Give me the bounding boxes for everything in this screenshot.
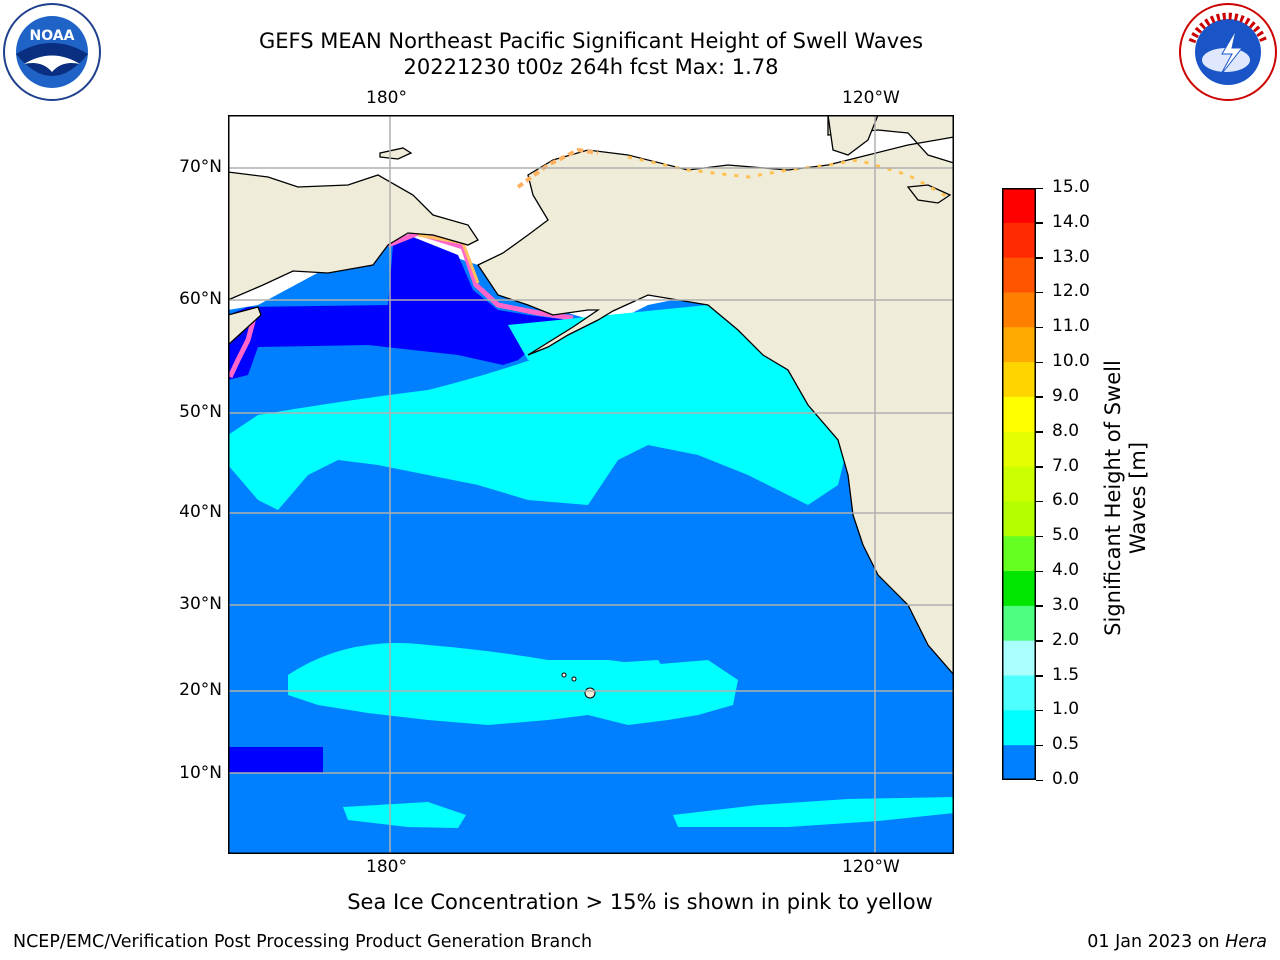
colorbar-tick-mark xyxy=(1036,466,1043,468)
colorbar-segment xyxy=(1002,362,1036,398)
colorbar-tick-label: 11.0 xyxy=(1052,316,1090,337)
colorbar-tick-label: 1.0 xyxy=(1052,699,1080,720)
colorbar-tick-label: 8.0 xyxy=(1052,420,1080,441)
colorbar-frame xyxy=(1002,188,1036,780)
colorbar-tick-label: 5.0 xyxy=(1052,525,1080,546)
colorbar-segment xyxy=(1002,257,1036,293)
colorbar-tick-label: 3.0 xyxy=(1052,594,1080,615)
colorbar-tick-label: 10.0 xyxy=(1052,351,1090,372)
colorbar-tick-label: 1.5 xyxy=(1052,664,1080,685)
colorbar-segment xyxy=(1002,710,1036,746)
hawaii-island xyxy=(584,687,596,699)
colorbar-tick-mark xyxy=(1036,675,1043,677)
colorbar-segment xyxy=(1002,222,1036,259)
colorbar-segment xyxy=(1002,571,1036,607)
lat-label-20n: 20°N xyxy=(179,680,222,700)
land-greenland-top xyxy=(827,115,879,156)
colorbar-tick-label: 9.0 xyxy=(1052,385,1080,406)
colorbar-tick-mark xyxy=(1036,326,1043,329)
colorbar-segment xyxy=(1002,292,1036,328)
colorbar-tick-mark xyxy=(1036,257,1043,259)
swell-patch-north-2 xyxy=(508,305,728,365)
colorbar-segment xyxy=(1002,745,1036,780)
colorbar-tick-label: 6.0 xyxy=(1052,490,1080,511)
swell-patch-hawaii-east xyxy=(608,660,668,690)
colorbar-segment xyxy=(1002,396,1036,433)
swell-patch-south-west xyxy=(343,802,466,828)
lon-label-top-120w: 120°W xyxy=(842,88,900,108)
lat-label-30n: 30°N xyxy=(179,594,222,614)
footer-credit: NCEP/EMC/Verification Post Processing Pr… xyxy=(13,932,593,952)
noaa-logo-text: NOAA xyxy=(30,28,75,44)
colorbar-tick-mark xyxy=(1036,291,1043,294)
low-swell-patch-10n xyxy=(228,747,323,773)
lon-label-top-180: 180° xyxy=(366,88,407,108)
colorbar-tick-label: 14.0 xyxy=(1052,211,1090,232)
colorbar-segment xyxy=(1002,640,1036,677)
colorbar-tick-mark xyxy=(1036,709,1043,712)
map-frame xyxy=(228,115,954,854)
colorbar-segment xyxy=(1002,675,1036,711)
ice-edge-west xyxy=(228,309,259,379)
colorbar-tick-label: 15.0 xyxy=(1052,177,1090,197)
lon-label-bottom-180: 180° xyxy=(366,857,407,877)
lat-label-10n: 10°N xyxy=(179,763,222,783)
colorbar xyxy=(1002,188,1036,780)
colorbar-tick-mark xyxy=(1036,605,1043,607)
colorbar-tick-mark xyxy=(1036,744,1043,747)
colorbar-tick-label: 4.0 xyxy=(1052,560,1080,581)
land-canada-islands xyxy=(906,184,952,204)
footer-date-text: 01 Jan 2023 on xyxy=(1087,932,1226,952)
colorbar-tick-mark xyxy=(1036,779,1043,781)
swell-patch-south-east xyxy=(673,797,954,827)
land-siberia xyxy=(228,171,479,301)
colorbar-tick-label: 7.0 xyxy=(1052,455,1080,476)
lat-label-50n: 50°N xyxy=(179,402,222,422)
footer-date: 01 Jan 2023 on Hera xyxy=(1087,932,1267,952)
colorbar-tick-mark xyxy=(1036,640,1043,642)
lat-label-40n: 40°N xyxy=(179,502,222,522)
colorbar-tick-label: 12.0 xyxy=(1052,281,1090,302)
colorbar-segment xyxy=(1002,327,1036,363)
colorbar-tick-label: 13.0 xyxy=(1052,246,1090,267)
colorbar-tick-mark xyxy=(1036,535,1043,538)
hawaii-island-small xyxy=(561,672,567,678)
wave-height-map xyxy=(228,115,954,854)
colorbar-tick-mark xyxy=(1036,361,1043,364)
nws-logo-icon xyxy=(1179,3,1277,101)
chart-title: GEFS MEAN Northeast Pacific Significant … xyxy=(258,29,924,53)
footer-machine: Hera xyxy=(1225,932,1267,952)
land-kamchatka xyxy=(228,306,262,346)
sea-ice-footnote: Sea Ice Concentration > 15% is shown in … xyxy=(347,890,933,914)
colorbar-tick-mark xyxy=(1036,431,1043,433)
lon-label-bottom-120w: 120°W xyxy=(842,857,900,877)
colorbar-tick-label: 2.0 xyxy=(1052,629,1080,650)
colorbar-segment xyxy=(1002,431,1036,468)
colorbar-tick-mark xyxy=(1036,396,1043,398)
colorbar-tick-label: 0.5 xyxy=(1052,734,1080,755)
colorbar-segment xyxy=(1002,188,1036,224)
colorbar-tick-label: 0.0 xyxy=(1052,769,1080,789)
ice-arctic-coast xyxy=(516,147,599,189)
land-arctic-island xyxy=(379,147,413,160)
colorbar-segment xyxy=(1002,501,1036,537)
lat-label-60n: 60°N xyxy=(179,289,222,309)
swell-patch-north xyxy=(228,305,848,510)
colorbar-tick-mark xyxy=(1036,570,1043,573)
hawaii-island-small xyxy=(571,676,577,682)
colorbar-tick-mark xyxy=(1036,222,1043,224)
colorbar-tick-mark xyxy=(1036,500,1043,503)
lat-label-70n: 70°N xyxy=(179,157,222,177)
colorbar-tick-mark xyxy=(1036,187,1043,189)
noaa-logo-icon: NOAA xyxy=(3,3,101,101)
colorbar-segment xyxy=(1002,536,1036,572)
chart-subtitle: 20221230 t00z 264h fcst Max: 1.78 xyxy=(403,55,779,79)
colorbar-label: Significant Height of Swell Waves [m] xyxy=(1101,360,1150,636)
bering-sea-low xyxy=(228,237,568,380)
graticule xyxy=(228,115,954,854)
colorbar-segment xyxy=(1002,605,1036,642)
colorbar-segment xyxy=(1002,466,1036,502)
